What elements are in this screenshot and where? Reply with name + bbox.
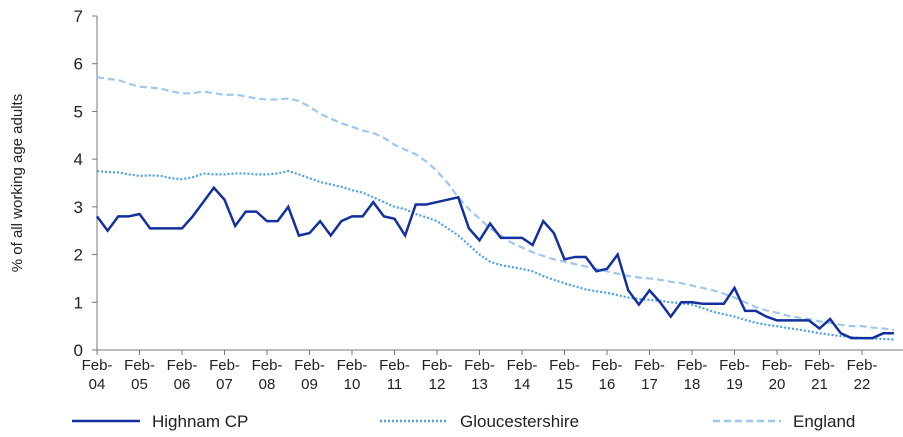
x-tick-label: Feb-08: [252, 357, 283, 393]
x-tick-label: Feb-16: [592, 357, 623, 393]
x-tick-label: Feb-22: [847, 357, 878, 393]
y-tick-label: 2: [74, 246, 83, 265]
x-tick-label: Feb-17: [634, 357, 665, 393]
x-tick-label: Feb-14: [507, 357, 538, 393]
legend-label: England: [793, 412, 855, 431]
x-tick-label: Feb-18: [677, 357, 708, 393]
x-tick-label: Feb-10: [337, 357, 368, 393]
y-tick-label: 4: [74, 150, 83, 169]
x-tick-label: Feb-21: [804, 357, 835, 393]
x-tick-label: Feb-04: [82, 357, 113, 393]
legend-label: Gloucestershire: [460, 412, 579, 431]
x-tick-label: Feb-12: [422, 357, 453, 393]
x-tick-label: Feb-07: [209, 357, 240, 393]
y-axis-label: % of all working age adults: [9, 94, 26, 272]
x-tick-label: Feb-15: [549, 357, 580, 393]
series-line: [95, 185, 894, 340]
y-tick-label: 0: [74, 341, 83, 360]
legend-label: Highnam CP: [152, 412, 248, 431]
x-tick-label: Feb-06: [167, 357, 198, 393]
x-tick-label: Feb-20: [762, 357, 793, 393]
y-tick-label: 6: [74, 55, 83, 74]
y-tick-label: 3: [74, 198, 83, 217]
x-tick-label: Feb-13: [464, 357, 495, 393]
x-tick-label: Feb-11: [379, 357, 410, 393]
x-tick-label: Feb-09: [294, 357, 325, 393]
x-tick-label: Feb-05: [124, 357, 155, 393]
y-tick-label: 5: [74, 102, 83, 121]
x-tick-label: Feb-19: [719, 357, 750, 393]
series-line: [96, 169, 894, 341]
series-line: [96, 75, 895, 332]
y-tick-label: 7: [74, 7, 83, 26]
y-tick-label: 1: [74, 293, 83, 312]
